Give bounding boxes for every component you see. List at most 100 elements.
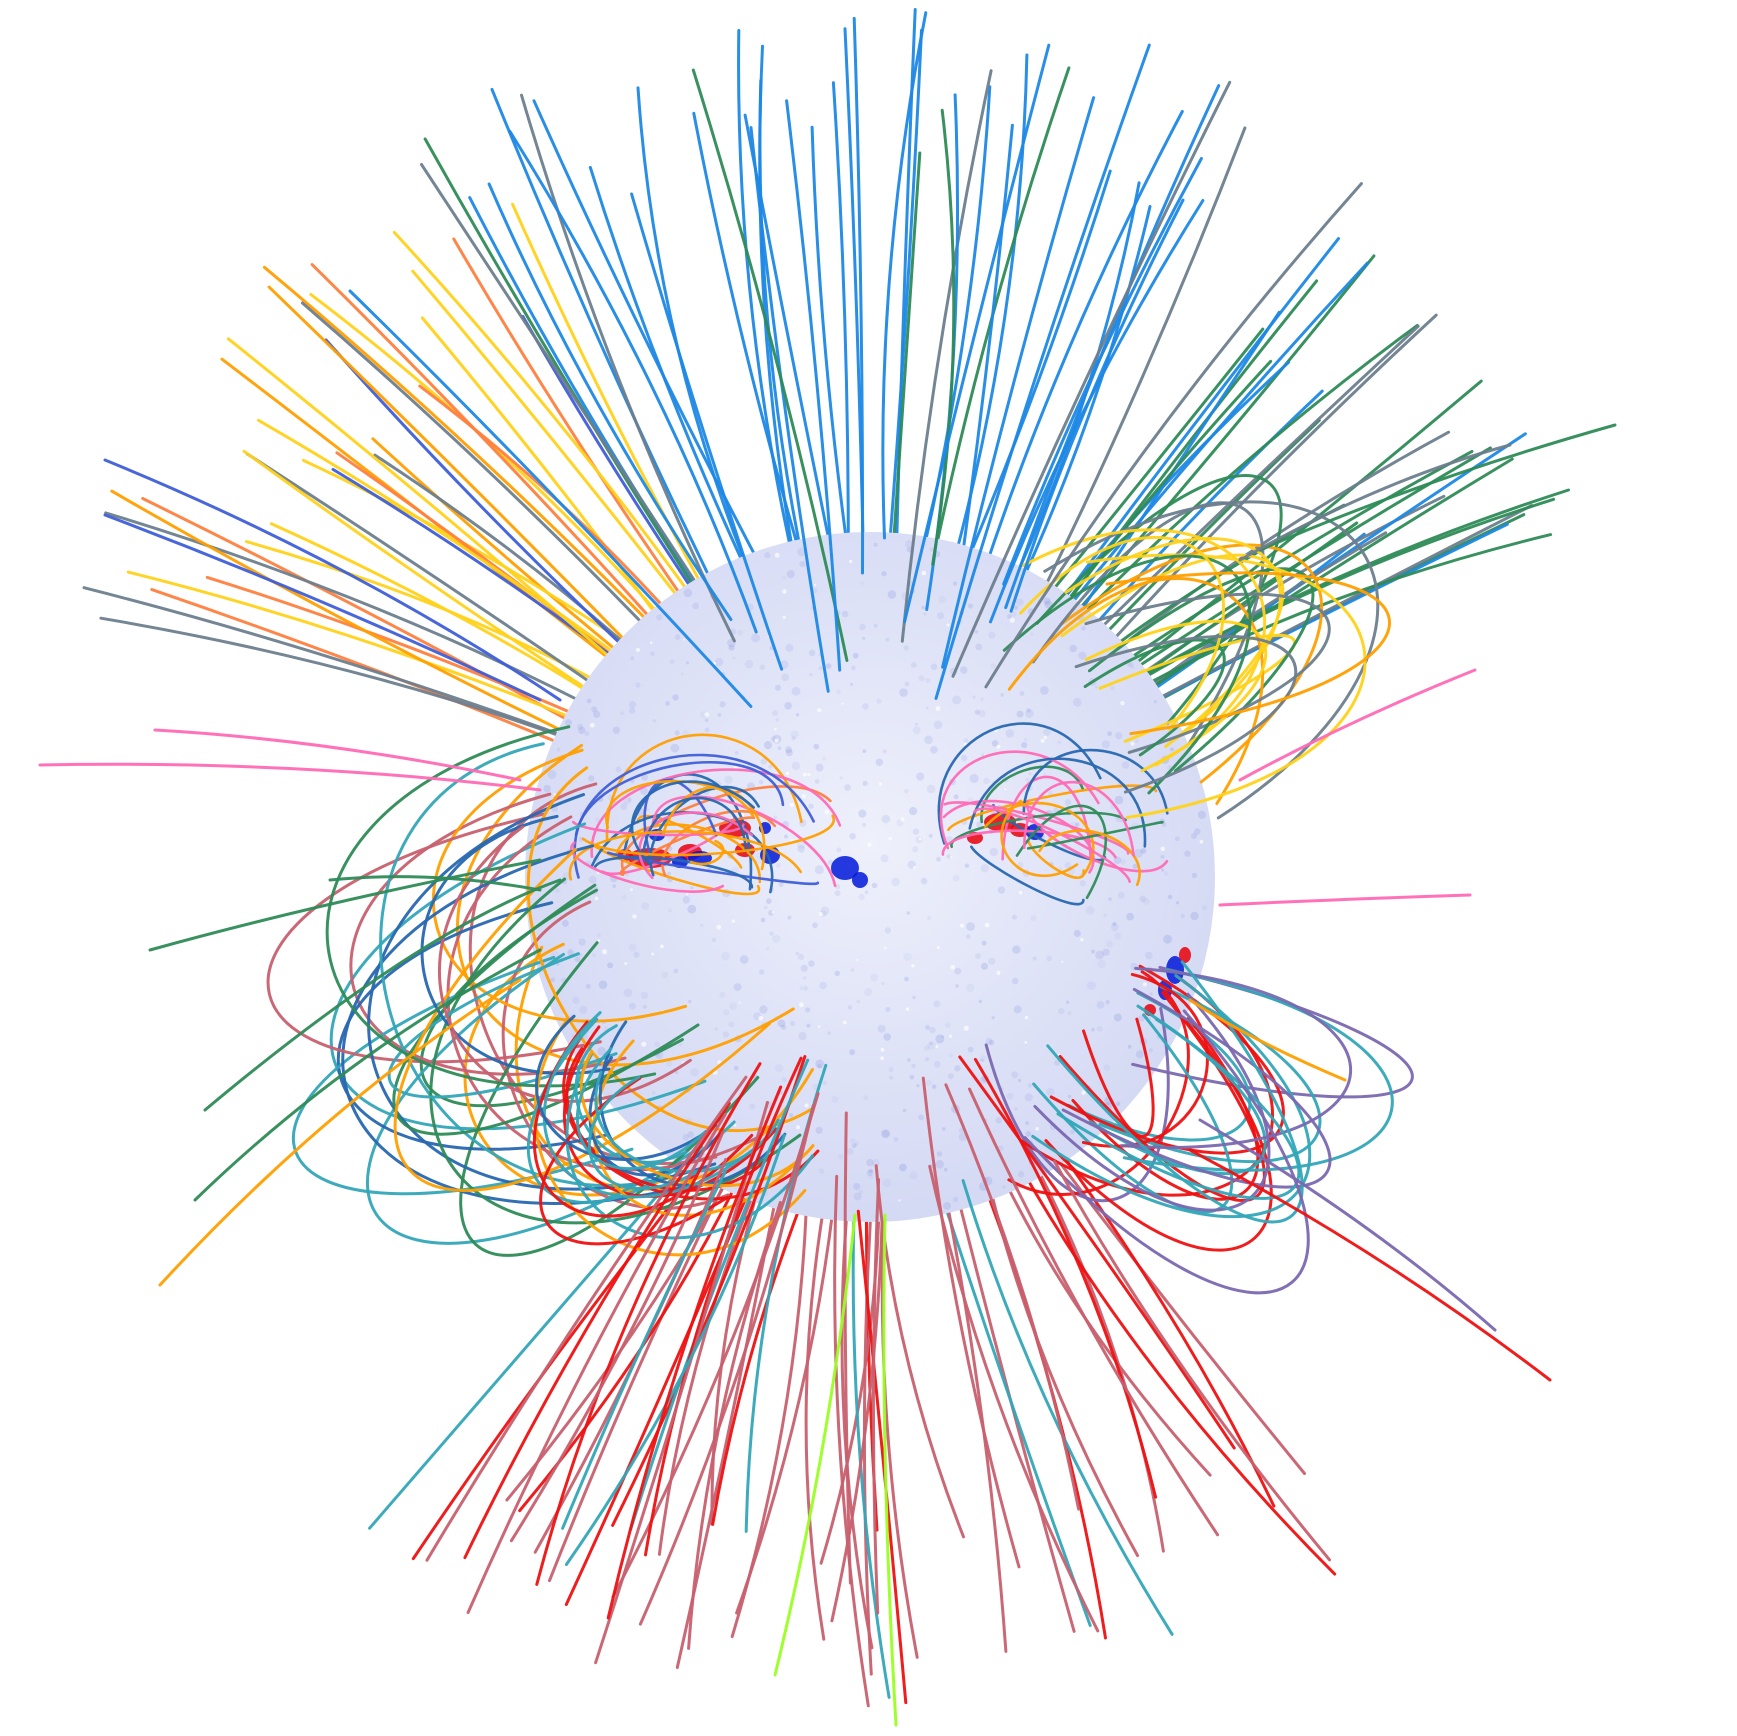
mottle <box>798 953 805 961</box>
mottle <box>969 773 979 783</box>
mottle <box>789 1020 796 1027</box>
mottle <box>759 664 766 671</box>
mottle <box>1097 959 1106 968</box>
mottle <box>1081 626 1086 631</box>
mottle <box>1091 949 1095 954</box>
mottle-bright <box>856 959 859 961</box>
mottle <box>724 775 733 784</box>
mottle <box>627 798 632 802</box>
mottle <box>926 1079 932 1086</box>
closed-field-loop <box>463 942 674 1197</box>
mottle <box>668 908 673 913</box>
closed-field-loop <box>941 829 1117 859</box>
open-field-line <box>856 1209 908 1705</box>
mottle <box>928 834 933 838</box>
mottle <box>926 784 936 794</box>
open-field-line <box>141 497 625 753</box>
mottle <box>954 967 962 975</box>
lateral-field-line <box>193 948 542 1202</box>
mottle <box>1024 738 1028 742</box>
mottle <box>687 904 697 914</box>
mottle <box>1132 863 1138 869</box>
mottle <box>1145 951 1153 960</box>
mottle <box>1110 923 1119 932</box>
mottle <box>737 629 743 636</box>
open-field-line <box>463 1101 731 1560</box>
mottle <box>572 996 580 1004</box>
mottle <box>1115 732 1123 740</box>
mottle <box>882 1129 891 1138</box>
mottle <box>839 776 843 780</box>
mottle <box>1127 1044 1132 1049</box>
open-field-line <box>638 1103 815 1626</box>
open-field-line <box>657 1186 758 1556</box>
open-field-line <box>104 511 604 714</box>
mottle <box>958 1132 967 1142</box>
mottle <box>809 673 813 677</box>
mottle <box>910 662 917 668</box>
mottle <box>916 1084 920 1088</box>
mottle <box>1065 1000 1070 1004</box>
mottle <box>849 832 856 840</box>
closed-field-loop <box>574 761 785 837</box>
mottle <box>815 1059 824 1068</box>
mottle <box>758 779 764 785</box>
closed-field-loop <box>367 793 717 1191</box>
mottle <box>554 888 560 893</box>
mottle <box>1043 597 1051 605</box>
mottle <box>774 1064 784 1073</box>
mottle <box>859 623 866 631</box>
mottle <box>1025 1131 1032 1137</box>
mottle-bright <box>1080 938 1084 942</box>
closed-field-loop <box>972 807 1131 884</box>
closed-field-loop <box>1049 964 1285 1155</box>
mottle <box>1161 822 1167 827</box>
closed-field-loop <box>514 945 814 1191</box>
mottle <box>1064 861 1072 869</box>
closed-field-loop <box>984 1006 1170 1203</box>
mottle <box>733 983 742 992</box>
mottle <box>887 590 897 599</box>
open-field-line <box>852 16 865 575</box>
mottle <box>789 1113 794 1118</box>
mottle <box>853 1182 861 1191</box>
open-field-line <box>1004 84 1221 610</box>
mottle-bright <box>818 1025 821 1028</box>
mottle <box>836 847 842 853</box>
mottle <box>781 1024 787 1030</box>
mottle <box>974 630 979 634</box>
mottle-bright <box>785 771 790 776</box>
mottle-bright <box>950 965 956 970</box>
mottle <box>766 898 772 904</box>
mottle <box>1107 731 1112 736</box>
mottle <box>1184 850 1191 857</box>
open-field-line <box>509 1130 725 1543</box>
mottle <box>654 1041 660 1048</box>
open-field-line <box>941 53 1029 604</box>
mottle <box>785 746 792 754</box>
mottle <box>630 656 635 661</box>
closed-field-loop <box>1000 799 1079 878</box>
mottle <box>850 1138 856 1144</box>
mottle <box>862 703 869 710</box>
mottle <box>953 794 959 800</box>
mottle <box>1174 836 1180 842</box>
mottle-bright <box>804 1103 809 1108</box>
mottle <box>796 713 800 717</box>
mottle <box>574 956 581 963</box>
mottle <box>889 1075 894 1080</box>
mottle <box>1113 1013 1122 1022</box>
closed-field-loop <box>575 1047 708 1171</box>
mottle <box>924 735 933 745</box>
lateral-field-line <box>1258 423 1617 552</box>
mottle <box>976 821 983 828</box>
mottle <box>988 957 996 965</box>
mottle <box>556 963 560 966</box>
closed-field-loop <box>619 816 756 876</box>
mottle-bright <box>641 1041 647 1047</box>
closed-field-loop <box>581 814 835 857</box>
open-field-line <box>269 522 586 691</box>
mottle <box>623 988 633 998</box>
mottle <box>1014 1107 1018 1111</box>
mottle <box>1064 799 1072 806</box>
